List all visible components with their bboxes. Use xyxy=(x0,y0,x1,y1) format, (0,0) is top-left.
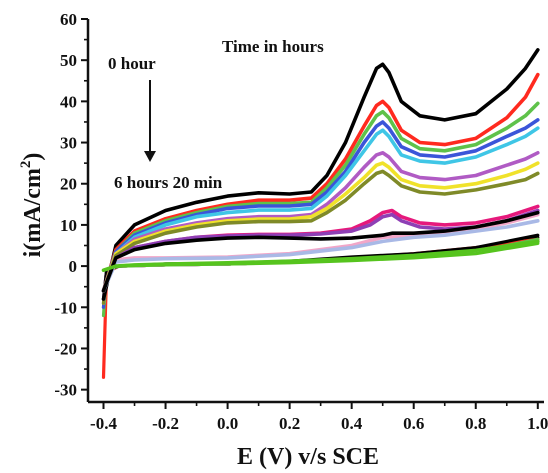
series-13-upper xyxy=(101,210,540,293)
y-tick-label: 30 xyxy=(60,134,77,153)
series-8-upper xyxy=(101,169,540,293)
x-tick-label: 0.2 xyxy=(279,414,300,433)
series-3-upper xyxy=(101,101,540,293)
y-axis-title: i(mA/cm2) xyxy=(18,153,46,258)
y-tick-label: -30 xyxy=(54,381,77,400)
series-12-upper xyxy=(101,219,540,293)
series-layer xyxy=(101,48,540,379)
y-axis-title-sup: 2 xyxy=(18,161,34,169)
svg-text:i(mA/cm2): i(mA/cm2) xyxy=(18,153,46,258)
annotation-start: 0 hour xyxy=(108,54,156,73)
x-tick-label: 1.0 xyxy=(527,414,548,433)
y-tick-label: -10 xyxy=(54,298,77,317)
axes-layer xyxy=(86,19,544,404)
y-tick-label: 40 xyxy=(60,92,77,111)
time-arrow xyxy=(144,80,156,162)
annotation-end: 6 hours 20 min xyxy=(114,173,223,192)
x-tick-label: 0.4 xyxy=(341,414,363,433)
y-axis-title-main: i(mA/cm xyxy=(20,168,46,257)
x-tick-label: 0.6 xyxy=(403,414,424,433)
series-11-upper xyxy=(101,212,540,293)
legend-title: Time in hours xyxy=(222,37,324,56)
y-tick-label: 50 xyxy=(60,51,77,70)
x-tick-label: -0.2 xyxy=(152,414,179,433)
series-6-upper xyxy=(101,151,540,293)
x-tick-label: 0.8 xyxy=(465,414,486,433)
y-axis-title-close: ) xyxy=(20,153,46,161)
series-7-upper xyxy=(101,161,540,293)
x-tick-label: 0.0 xyxy=(217,414,238,433)
series-5-upper xyxy=(101,126,540,293)
x-tick-label: -0.4 xyxy=(90,414,117,433)
series-2-upper xyxy=(101,72,540,293)
y-tick-label: 10 xyxy=(60,216,77,235)
ticks-layer: -0.4 -0.2 0.0 0.2 0.4 0.6 0.8 1.0 -30 -20 -10 0 10 20… xyxy=(54,10,548,433)
x-axis-title: E (V) v/s SCE xyxy=(237,444,379,470)
y-tick-label: 0 xyxy=(69,257,78,276)
y-tick-label: -20 xyxy=(54,339,77,358)
y-tick-label: 20 xyxy=(60,175,77,194)
series-4-upper xyxy=(101,118,540,293)
series-1-upper xyxy=(101,48,540,301)
series-14-upper xyxy=(101,239,540,272)
y-tick-label: 60 xyxy=(60,10,77,29)
series-10-upper xyxy=(101,208,540,293)
